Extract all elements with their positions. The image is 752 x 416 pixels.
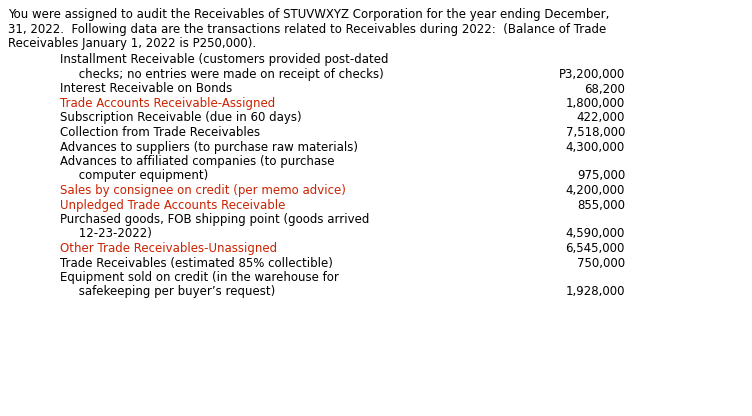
- Text: 4,300,000: 4,300,000: [566, 141, 625, 154]
- Text: Subscription Receivable (due in 60 days): Subscription Receivable (due in 60 days): [60, 111, 302, 124]
- Text: 6,545,000: 6,545,000: [566, 242, 625, 255]
- Text: Installment Receivable (customers provided post-dated: Installment Receivable (customers provid…: [60, 54, 389, 67]
- Text: 12-23-2022): 12-23-2022): [60, 228, 152, 240]
- Text: Sales by consignee on credit (per memo advice): Sales by consignee on credit (per memo a…: [60, 184, 346, 197]
- Text: 1,928,000: 1,928,000: [566, 285, 625, 299]
- Text: 422,000: 422,000: [577, 111, 625, 124]
- Text: Equipment sold on credit (in the warehouse for: Equipment sold on credit (in the warehou…: [60, 271, 339, 284]
- Text: Advances to suppliers (to purchase raw materials): Advances to suppliers (to purchase raw m…: [60, 141, 358, 154]
- Text: Interest Receivable on Bonds: Interest Receivable on Bonds: [60, 82, 232, 96]
- Text: Other Trade Receivables-Unassigned: Other Trade Receivables-Unassigned: [60, 242, 277, 255]
- Text: 975,000: 975,000: [577, 169, 625, 183]
- Text: 1,800,000: 1,800,000: [566, 97, 625, 110]
- Text: safekeeping per buyer’s request): safekeeping per buyer’s request): [60, 285, 275, 299]
- Text: Advances to affiliated companies (to purchase: Advances to affiliated companies (to pur…: [60, 155, 335, 168]
- Text: 7,518,000: 7,518,000: [566, 126, 625, 139]
- Text: computer equipment): computer equipment): [60, 169, 208, 183]
- Text: P3,200,000: P3,200,000: [559, 68, 625, 81]
- Text: 855,000: 855,000: [577, 198, 625, 211]
- Text: Trade Accounts Receivable-Assigned: Trade Accounts Receivable-Assigned: [60, 97, 275, 110]
- Text: 4,200,000: 4,200,000: [566, 184, 625, 197]
- Text: 4,590,000: 4,590,000: [566, 228, 625, 240]
- Text: Unpledged Trade Accounts Receivable: Unpledged Trade Accounts Receivable: [60, 198, 285, 211]
- Text: Trade Receivables (estimated 85% collectible): Trade Receivables (estimated 85% collect…: [60, 257, 333, 270]
- Text: Receivables January 1, 2022 is P250,000).: Receivables January 1, 2022 is P250,000)…: [8, 37, 256, 50]
- Text: Collection from Trade Receivables: Collection from Trade Receivables: [60, 126, 260, 139]
- Text: 68,200: 68,200: [584, 82, 625, 96]
- Text: 750,000: 750,000: [577, 257, 625, 270]
- Text: Purchased goods, FOB shipping point (goods arrived: Purchased goods, FOB shipping point (goo…: [60, 213, 369, 226]
- Text: checks; no entries were made on receipt of checks): checks; no entries were made on receipt …: [60, 68, 384, 81]
- Text: You were assigned to audit the Receivables of STUVWXYZ Corporation for the year : You were assigned to audit the Receivabl…: [8, 8, 609, 21]
- Text: 31, 2022.  Following data are the transactions related to Receivables during 202: 31, 2022. Following data are the transac…: [8, 22, 606, 35]
